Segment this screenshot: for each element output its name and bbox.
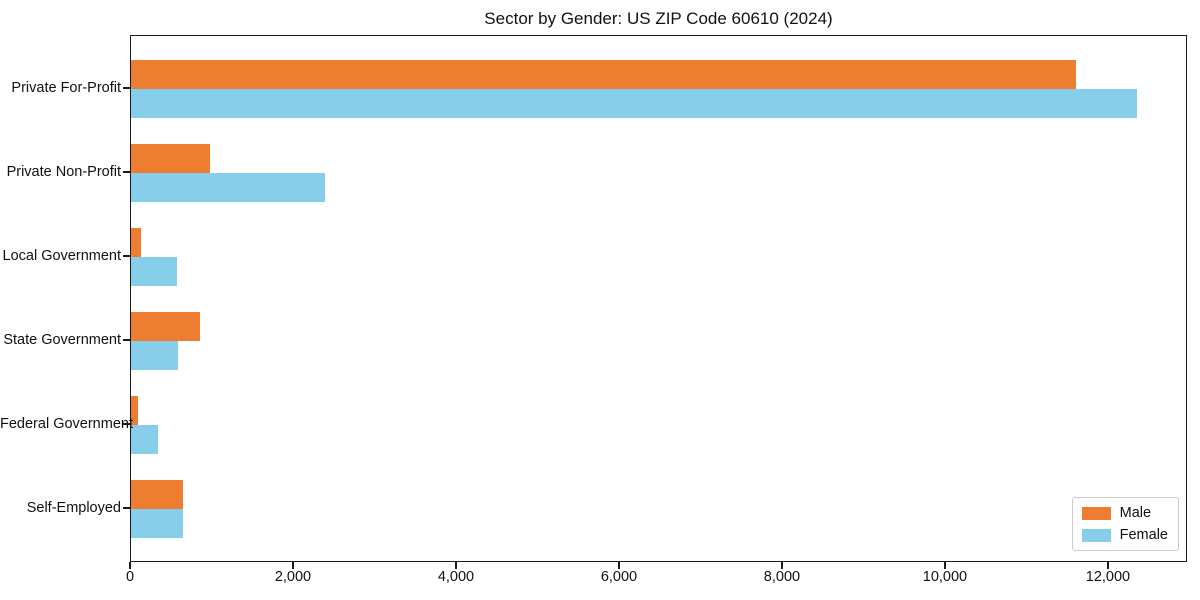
legend-swatch-female: [1081, 528, 1111, 542]
bar-male-private-for-profit: [131, 60, 1077, 89]
x-label-0: 0: [125, 569, 135, 585]
bar-female-self-employed: [131, 509, 184, 538]
bar-female-state-government: [131, 341, 179, 370]
x-tick-10000: [944, 562, 946, 569]
x-tick-4000: [455, 562, 457, 569]
x-label-2000: 2,000: [274, 569, 312, 585]
bar-male-federal-government: [131, 396, 138, 425]
y-tick-local-government: [123, 255, 130, 257]
chart-title: Sector by Gender: US ZIP Code 60610 (202…: [484, 9, 833, 28]
legend-item-female: Female: [1081, 527, 1168, 543]
bar-female-private-non-profit: [131, 173, 325, 202]
x-label-4000: 4,000: [437, 569, 475, 585]
x-label-10000: 10,000: [922, 569, 968, 585]
bar-female-local-government: [131, 257, 177, 286]
plot-area: Male Female: [130, 35, 1187, 562]
y-label-private-non-profit: Private Non-Profit: [6, 164, 121, 180]
x-label-8000: 8,000: [763, 569, 801, 585]
legend-label-male: Male: [1119, 505, 1152, 521]
bar-male-local-government: [131, 228, 141, 257]
y-label-self-employed: Self-Employed: [26, 500, 121, 516]
x-tick-0: [129, 562, 131, 569]
bar-male-private-non-profit: [131, 144, 211, 173]
y-label-state-government: State Government: [3, 332, 121, 348]
y-label-local-government: Local Government: [2, 248, 121, 264]
legend-item-male: Male: [1081, 505, 1168, 521]
y-tick-private-for-profit: [123, 87, 130, 89]
legend: Male Female: [1071, 497, 1179, 551]
x-label-6000: 6,000: [600, 569, 638, 585]
y-label-federal-government: Federal Government: [0, 416, 133, 432]
x-tick-12000: [1107, 562, 1109, 569]
x-tick-2000: [292, 562, 294, 569]
bar-male-self-employed: [131, 480, 184, 509]
x-label-12000: 12,000: [1085, 569, 1131, 585]
bar-female-federal-government: [131, 425, 158, 454]
y-tick-federal-government: [123, 423, 130, 425]
legend-swatch-male: [1081, 506, 1111, 520]
y-tick-private-non-profit: [123, 171, 130, 173]
y-tick-self-employed: [123, 507, 130, 509]
y-label-private-for-profit: Private For-Profit: [11, 80, 121, 96]
y-tick-state-government: [123, 339, 130, 341]
x-tick-8000: [781, 562, 783, 569]
bar-male-state-government: [131, 312, 201, 341]
x-tick-6000: [618, 562, 620, 569]
bar-female-private-for-profit: [131, 89, 1137, 118]
legend-label-female: Female: [1119, 527, 1168, 543]
